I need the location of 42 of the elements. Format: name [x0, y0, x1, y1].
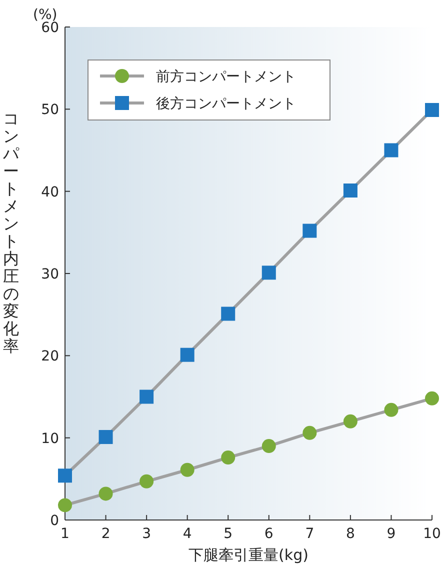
- point: [302, 224, 317, 238]
- x-axis-title: 下腿牽引重量(kg): [188, 546, 308, 564]
- point: [384, 402, 398, 417]
- point: [343, 184, 358, 198]
- y-tick-label: 50: [41, 102, 59, 118]
- y-tick-label: 0: [50, 513, 59, 529]
- y-tick-label: 60: [41, 20, 59, 36]
- point: [180, 462, 194, 477]
- text: (%): [33, 7, 58, 23]
- y-tick-label: 40: [41, 184, 59, 200]
- x-tick-label: 3: [142, 526, 152, 542]
- point: [140, 474, 154, 488]
- point: [343, 414, 358, 428]
- legend-label: 後方コンパートメント: [156, 96, 296, 112]
- point: [140, 390, 154, 404]
- point: [425, 102, 439, 117]
- point: [425, 391, 439, 406]
- point: [221, 450, 236, 465]
- point: [58, 468, 72, 483]
- y-tick-label: 10: [41, 430, 59, 447]
- point: [262, 266, 276, 280]
- x-tick-label: 7: [305, 526, 314, 542]
- point: [221, 306, 236, 321]
- point: [262, 439, 276, 454]
- y-axis-title: コンパートメント内圧の変化率: [2, 109, 20, 356]
- x-tick-label: 5: [224, 526, 233, 542]
- x-tick-label: 6: [264, 526, 274, 542]
- x-tick-label: 1: [60, 526, 70, 542]
- x-tick-label: 4: [182, 526, 192, 542]
- point: [98, 430, 113, 444]
- x-tick-label: 8: [346, 526, 355, 542]
- x-tick-label: 9: [386, 526, 396, 542]
- x-tick-label: 10: [423, 526, 441, 542]
- point: [302, 426, 317, 440]
- legend-label: 前方コンパートメント: [156, 69, 296, 85]
- x-tick-label: 2: [101, 526, 110, 542]
- y-tick-label: 30: [41, 266, 59, 282]
- point: [384, 143, 398, 158]
- y-tick-label: 20: [41, 348, 59, 365]
- point: [58, 498, 72, 512]
- point: [180, 348, 194, 362]
- point: [98, 486, 113, 501]
